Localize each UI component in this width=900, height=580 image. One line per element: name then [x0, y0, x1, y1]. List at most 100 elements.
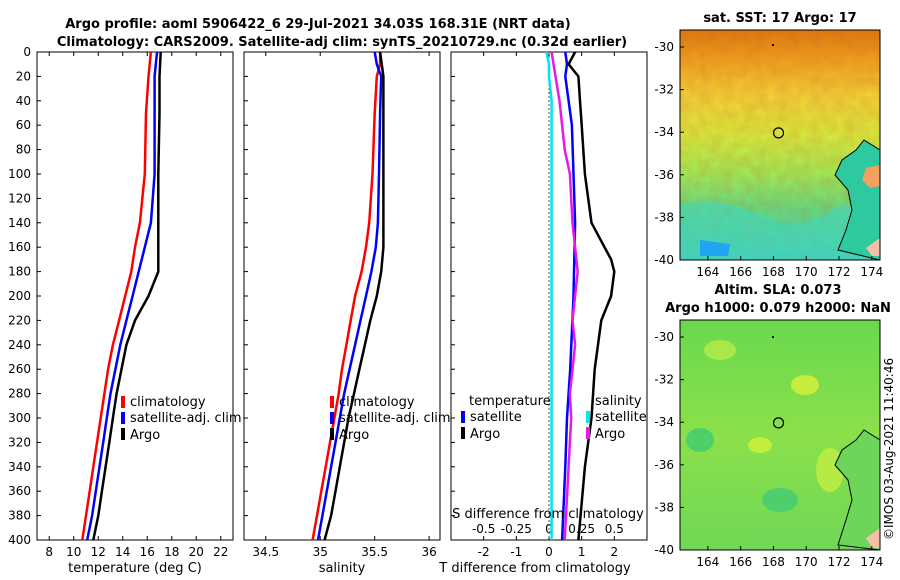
lat-tick-label: -32	[654, 83, 674, 97]
legend-swatch-climatology	[121, 396, 125, 408]
legend-label-s-argo: Argo	[595, 427, 625, 442]
salinity-panel-frame	[243, 51, 441, 541]
depth-tick-label: 60	[16, 118, 31, 132]
sst-land-patch	[866, 238, 880, 256]
x-tick-label: -1	[510, 545, 522, 559]
depth-tick-label: 260	[8, 362, 31, 376]
depth-tick-label: 380	[8, 509, 31, 523]
x-tick-label: 2	[611, 545, 619, 559]
depth-tick-label: 400	[8, 533, 31, 547]
lat-tick-label: -30	[654, 40, 674, 54]
legend-swatch-t-satellite	[461, 411, 465, 423]
legend-swatch-satellite	[330, 412, 334, 424]
legend-title-salinity: salinity	[595, 394, 642, 409]
difference-x-axis: -2 -1 0 1 2	[478, 52, 618, 559]
series-line-argo	[92, 51, 162, 541]
legend-swatch-t-argo	[461, 427, 465, 439]
imos-timestamp: ©IMOS 03-Aug-2021 11:40:46	[882, 358, 896, 540]
temperature-x-axis: 8 10 12 14 16 18 20 22	[45, 52, 228, 559]
depth-tick-label: 240	[8, 338, 31, 352]
depth-tick-label: 320	[8, 435, 31, 449]
sst-map-frame	[679, 29, 881, 261]
sst-map-axes: 164 166 168 170 172 174 -30 -32 -34 -36 -38 -40	[654, 40, 883, 279]
sst-map	[680, 30, 880, 260]
s-diff-tick-label: -0.25	[501, 522, 532, 536]
temperature-panel-frame	[36, 51, 234, 541]
difference-top-xlabel: S difference from climatology	[452, 507, 644, 522]
depth-tick-label: 140	[8, 216, 31, 230]
legend-label-t-argo: Argo	[470, 427, 500, 442]
x-tick-label: 20	[189, 545, 204, 559]
x-tick-label: 8	[45, 545, 53, 559]
lon-tick-label: 166	[729, 265, 752, 279]
sla-island	[772, 336, 774, 338]
sst-island	[772, 44, 774, 46]
lon-tick-label: 174	[860, 265, 883, 279]
lon-tick-label: 166	[729, 555, 752, 569]
x-tick-label: 0	[545, 545, 553, 559]
depth-tick-label: 360	[8, 484, 31, 498]
legend-label-climatology: climatology	[130, 395, 206, 410]
x-tick-label: 34.5	[252, 545, 279, 559]
x-tick-label: 35.5	[361, 545, 388, 559]
sla-low-blob	[686, 428, 714, 452]
lat-tick-label: -30	[654, 330, 674, 344]
argo-position-marker	[772, 127, 785, 139]
lat-tick-label: -40	[654, 543, 674, 557]
x-tick-label: 18	[164, 545, 179, 559]
temperature-legend: climatology satellite-adj. clim Argo	[121, 395, 242, 443]
legend-label-argo: Argo	[130, 428, 160, 443]
lon-tick-label: 170	[795, 265, 818, 279]
depth-tick-label: 200	[8, 289, 31, 303]
series-line-satellite-adj-clim	[316, 51, 383, 541]
depth-tick-label: 40	[16, 94, 31, 108]
s-diff-tick-label: 0.25	[568, 522, 595, 536]
sla-map-title-line1: Altim. SLA: 0.073	[715, 283, 842, 298]
lon-tick-label: 172	[828, 555, 851, 569]
series-line-s-argo	[550, 51, 579, 541]
depth-tick-label: 120	[8, 191, 31, 205]
sla-high-blob	[748, 437, 772, 453]
depth-tick-label: 0	[23, 45, 31, 59]
depth-tick-label: 340	[8, 460, 31, 474]
legend-swatch-s-satellite	[586, 411, 590, 423]
sla-map	[680, 320, 880, 550]
legend-label-satellite: satellite-adj. clim	[339, 411, 451, 426]
salinity-legend: climatology satellite-adj. clim Argo	[330, 395, 451, 443]
sst-blue-patch	[700, 240, 730, 256]
depth-tick-label: 220	[8, 313, 31, 327]
lon-tick-label: 170	[795, 555, 818, 569]
lat-tick-label: -36	[654, 458, 674, 472]
depth-tick-label: 80	[16, 143, 31, 157]
difference-top-axis: -0.5-0.2500.250.5	[472, 522, 624, 536]
s-diff-tick-label: 0.5	[605, 522, 624, 536]
lon-tick-label: 168	[762, 555, 785, 569]
sla-high-blob	[791, 375, 819, 395]
sst-map-title: sat. SST: 17 Argo: 17	[703, 11, 856, 26]
difference-xlabel: T difference from climatology	[438, 561, 631, 576]
x-tick-label: 22	[213, 545, 228, 559]
sla-land-patch	[866, 528, 880, 548]
lon-tick-label: 174	[860, 555, 883, 569]
sst-land-warm	[862, 165, 880, 188]
temperature-series	[81, 51, 162, 541]
depth-tick-label: 180	[8, 265, 31, 279]
legend-label-t-satellite: satellite	[470, 410, 522, 425]
series-line-t-argo	[567, 51, 616, 541]
series-line-s-satellite	[545, 51, 553, 540]
lat-tick-label: -38	[654, 210, 674, 224]
lon-tick-label: 172	[828, 265, 851, 279]
sla-map-frame	[679, 319, 881, 551]
series-line-climatology	[81, 51, 153, 541]
lat-tick-label: -34	[654, 125, 674, 139]
legend-swatch-s-argo	[586, 427, 590, 439]
x-tick-label: 14	[115, 545, 130, 559]
sla-high-blob	[704, 340, 736, 360]
series-line-t-satellite	[560, 51, 577, 541]
series-line-argo	[323, 51, 385, 541]
x-tick-label: 12	[91, 545, 106, 559]
lat-tick-label: -32	[654, 373, 674, 387]
lon-tick-label: 164	[696, 555, 719, 569]
legend-swatch-climatology	[330, 396, 334, 408]
salinity-x-axis: 34.5 35 35.5 36	[252, 52, 437, 559]
